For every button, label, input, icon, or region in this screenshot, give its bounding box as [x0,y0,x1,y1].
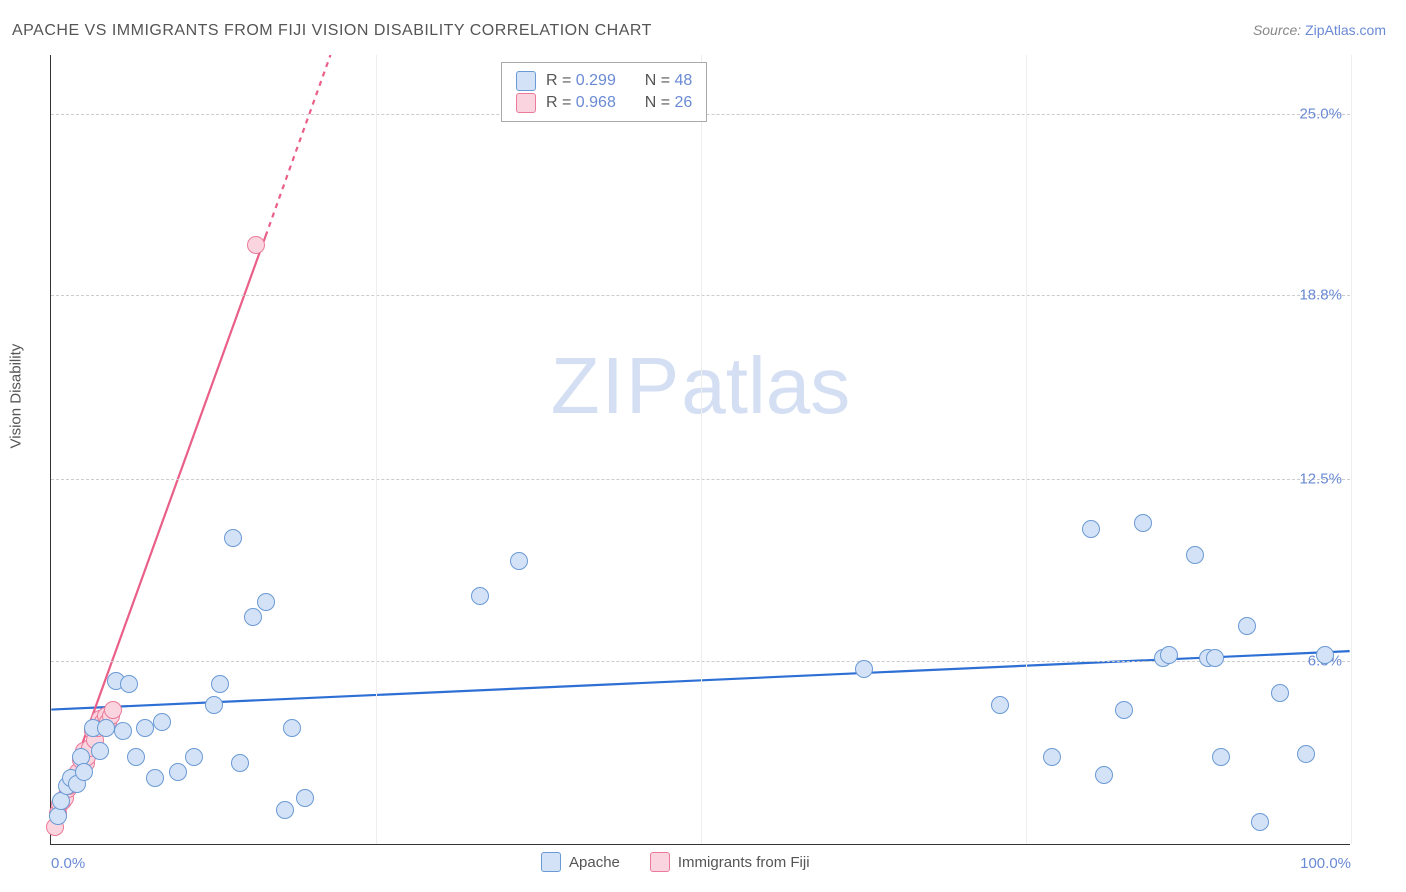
scatter-point-apache [211,675,229,693]
series-swatch-apache [541,852,561,872]
scatter-point-apache [136,719,154,737]
chart-plot-area: ZIPatlas R = 0.299 N = 48 R = 0.968 N = … [50,55,1350,845]
scatter-point-apache [224,529,242,547]
legend-row-fiji: R = 0.968 N = 26 [516,93,692,113]
scatter-point-apache [120,675,138,693]
scatter-point-apache [1115,701,1133,719]
scatter-point-apache [1095,766,1113,784]
scatter-point-apache [1160,646,1178,664]
gridline-v [1026,55,1027,844]
gridline-v [376,55,377,844]
legend-swatch-fiji [516,93,536,113]
scatter-point-apache [244,608,262,626]
scatter-point-apache [153,713,171,731]
scatter-point-apache [1238,617,1256,635]
legend-n-value: 48 [675,72,693,89]
legend-r-value: 0.968 [576,94,616,111]
legend-n-label: N = [645,72,675,89]
scatter-point-apache [75,763,93,781]
scatter-point-apache [127,748,145,766]
scatter-point-apache [1134,514,1152,532]
legend-row-apache: R = 0.299 N = 48 [516,71,692,91]
scatter-point-apache [855,660,873,678]
legend-r-label: R = [546,94,576,111]
legend-n-label: N = [645,94,675,111]
gridline-v [701,55,702,844]
scatter-point-apache [1186,546,1204,564]
scatter-point-apache [205,696,223,714]
legend-r-value: 0.299 [576,72,616,89]
scatter-point-apache [185,748,203,766]
scatter-point-apache [510,552,528,570]
chart-title: APACHE VS IMMIGRANTS FROM FIJI VISION DI… [12,22,652,40]
legend-r-apache: R = 0.299 [546,72,616,90]
watermark-atlas: atlas [681,341,850,430]
correlation-legend: R = 0.299 N = 48 R = 0.968 N = 26 [501,62,707,122]
scatter-point-apache [1212,748,1230,766]
source-attribution: Source: ZipAtlas.com [1253,22,1386,38]
scatter-point-apache [276,801,294,819]
x-tick-label: 100.0% [1300,855,1351,872]
scatter-point-apache [1297,745,1315,763]
scatter-point-apache [1316,646,1334,664]
scatter-point-apache [1271,684,1289,702]
series-swatch-fiji [650,852,670,872]
scatter-point-apache [169,763,187,781]
series-legend-fiji: Immigrants from Fiji [650,852,810,872]
series-label-fiji: Immigrants from Fiji [678,854,810,871]
series-legend: Apache Immigrants from Fiji [541,852,810,872]
y-axis-label: Vision Disability [8,344,25,449]
gridline-v [1351,55,1352,844]
scatter-point-fiji [104,701,122,719]
scatter-point-apache [296,789,314,807]
scatter-point-apache [1043,748,1061,766]
source-value: ZipAtlas.com [1305,22,1386,38]
scatter-point-fiji [247,236,265,254]
y-tick-label: 18.8% [1299,286,1342,303]
legend-r-label: R = [546,72,576,89]
y-tick-label: 25.0% [1299,105,1342,122]
scatter-point-apache [257,593,275,611]
scatter-point-apache [146,769,164,787]
legend-swatch-apache [516,71,536,91]
scatter-point-apache [1251,813,1269,831]
scatter-point-apache [91,742,109,760]
trend-line [266,55,331,236]
scatter-point-apache [1082,520,1100,538]
scatter-point-apache [991,696,1009,714]
scatter-point-apache [97,719,115,737]
scatter-point-apache [1206,649,1224,667]
series-label-apache: Apache [569,854,620,871]
scatter-point-apache [471,587,489,605]
scatter-point-apache [114,722,132,740]
y-tick-label: 12.5% [1299,471,1342,488]
source-label: Source: [1253,22,1305,38]
legend-r-fiji: R = 0.968 [546,94,616,112]
x-tick-label: 0.0% [51,855,85,872]
legend-n-value: 26 [675,94,693,111]
legend-n-apache: N = 48 [645,72,693,90]
series-legend-apache: Apache [541,852,620,872]
legend-n-fiji: N = 26 [645,94,693,112]
scatter-point-apache [283,719,301,737]
scatter-point-apache [231,754,249,772]
watermark-zip: ZIP [551,341,681,430]
